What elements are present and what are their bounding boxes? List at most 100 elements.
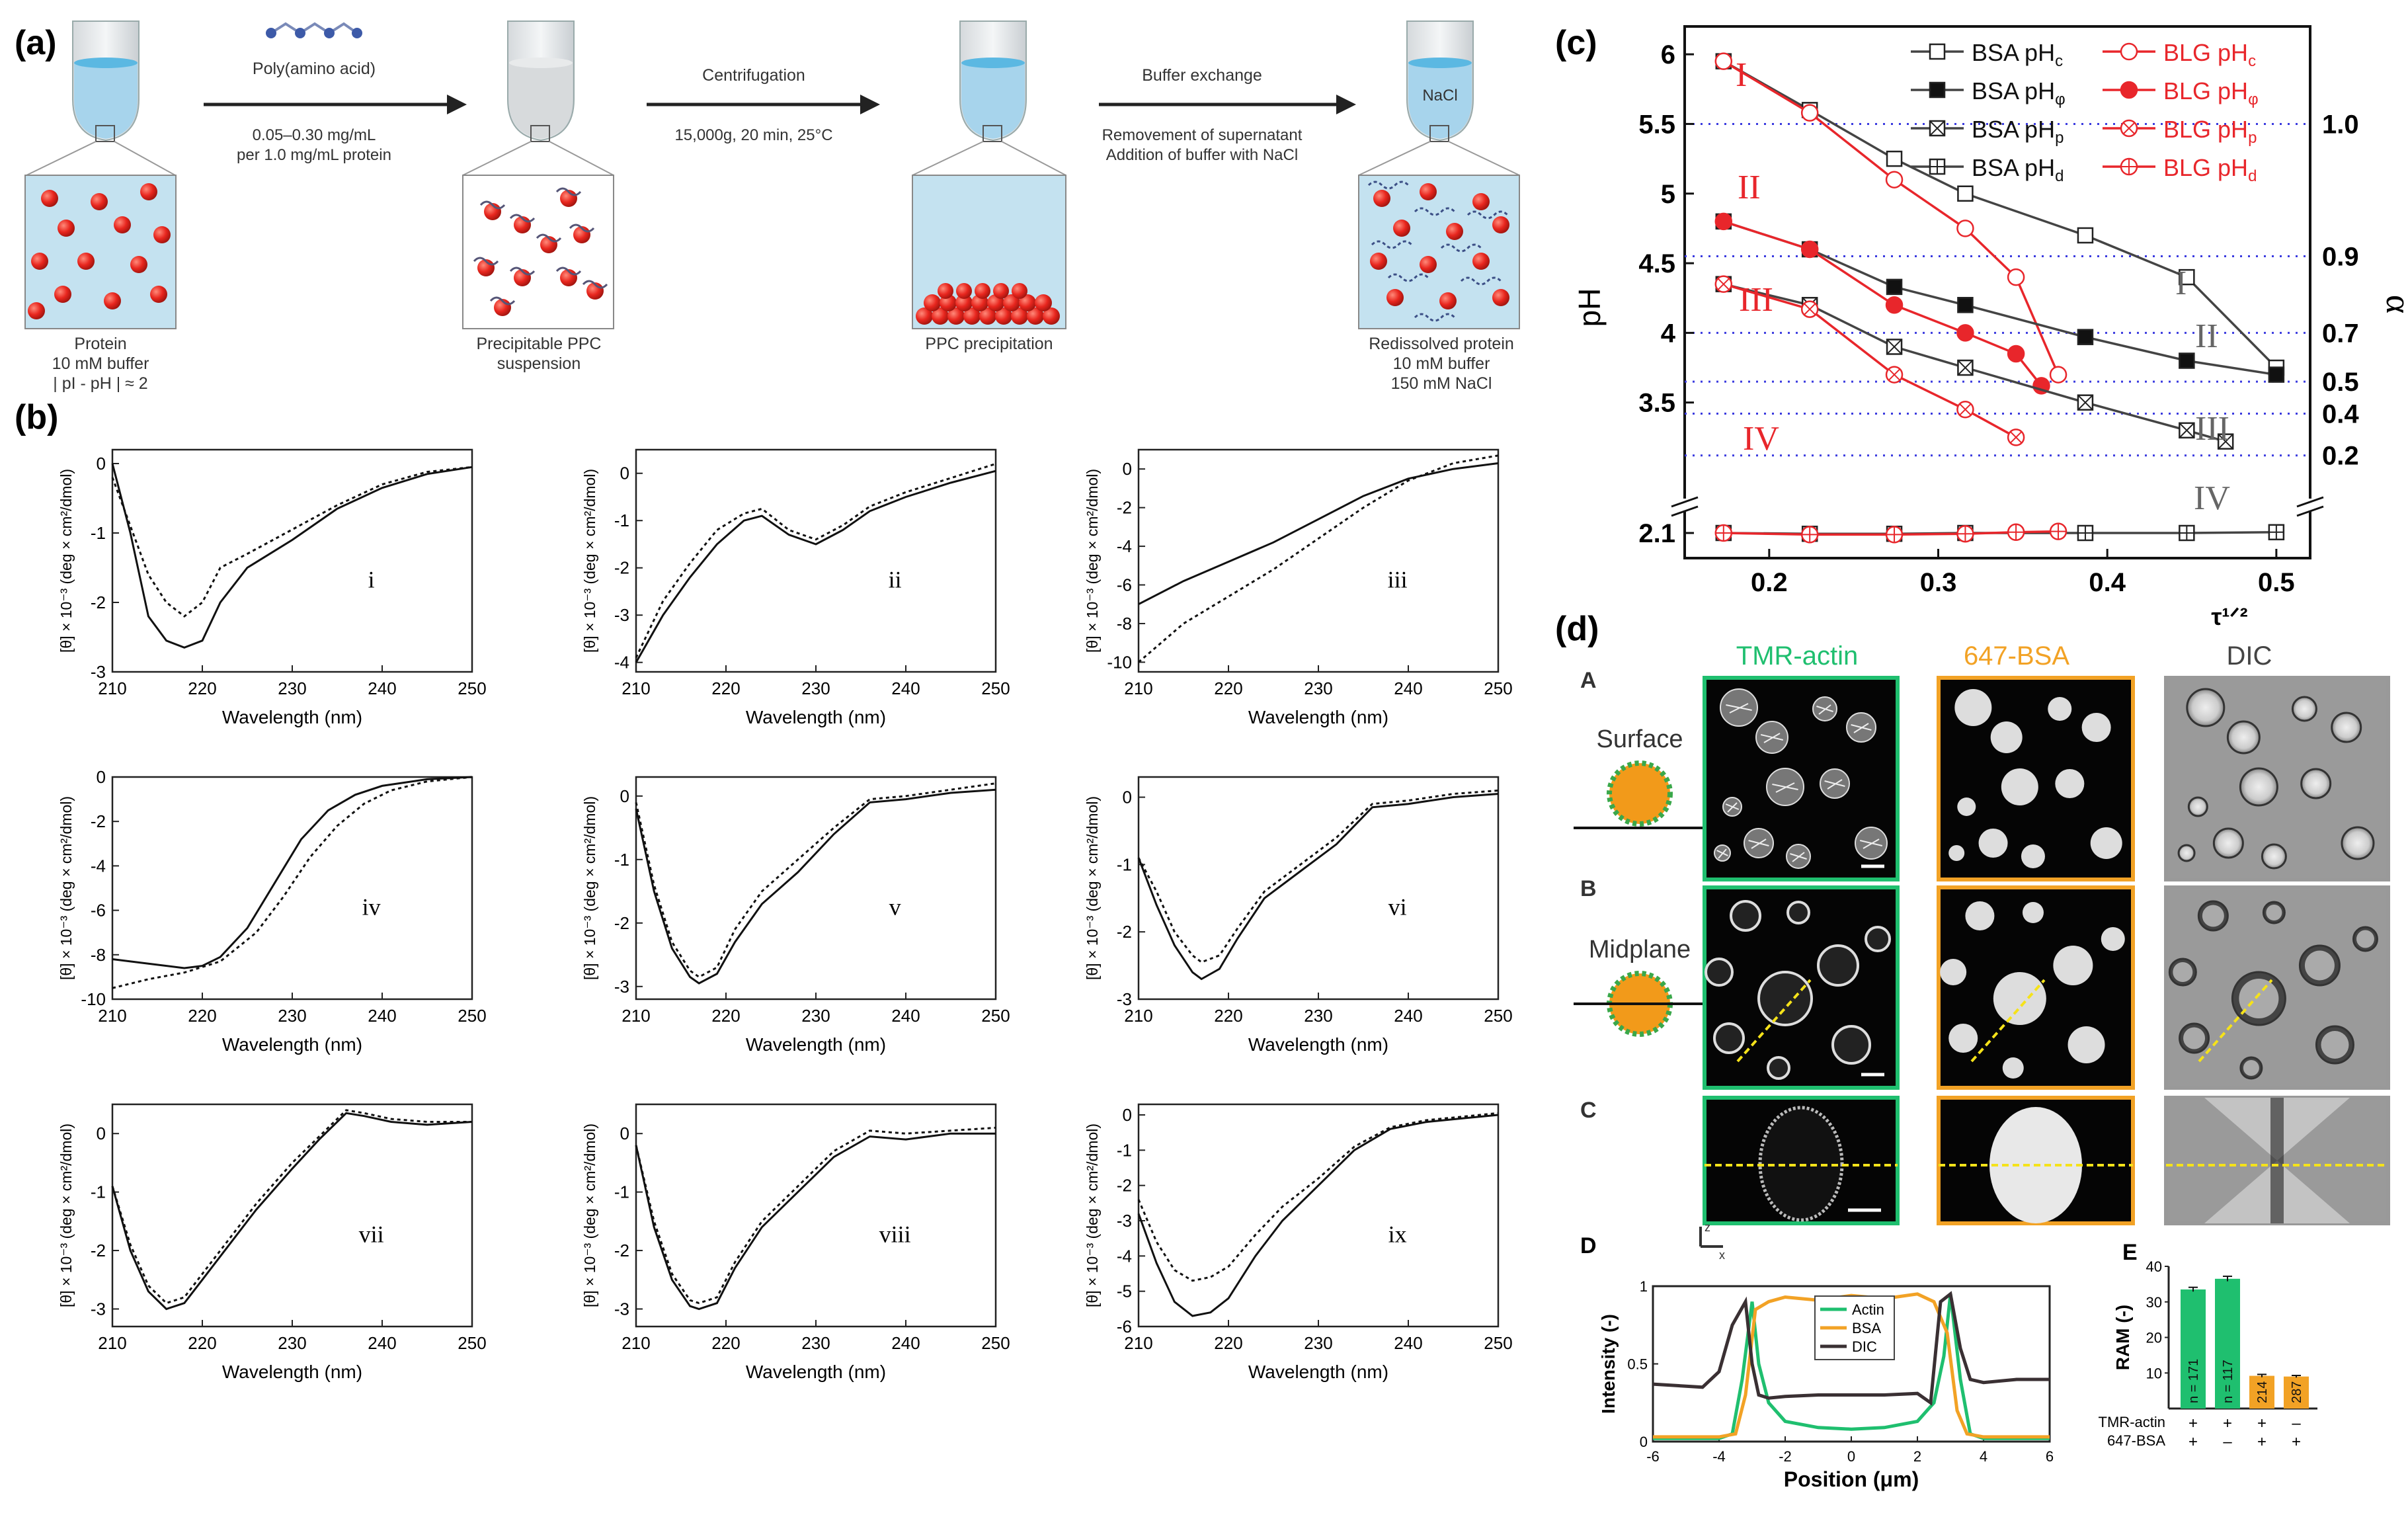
ppc-complexes xyxy=(473,187,608,316)
protein-ball xyxy=(975,283,990,299)
protein-ball xyxy=(58,220,75,237)
marker-square xyxy=(2179,268,2195,286)
droplet xyxy=(2067,1026,2105,1063)
x-axis-label: Wavelength (nm) xyxy=(746,1034,886,1055)
x-tick-label: 240 xyxy=(891,1333,920,1353)
sign-bsa: – xyxy=(2223,1433,2232,1451)
x-tick-label: 230 xyxy=(278,1006,306,1026)
y-tick-label: -3 xyxy=(91,662,106,682)
droplet xyxy=(1817,944,1859,987)
x-tick-label: 220 xyxy=(188,1333,216,1353)
redissolved-protein xyxy=(1367,181,1509,322)
x-tick-label: 230 xyxy=(801,1006,830,1026)
marker-x xyxy=(1957,360,1974,376)
plot-roman-label: iii xyxy=(1388,566,1408,593)
droplet xyxy=(2177,844,2196,862)
droplet-texture xyxy=(1716,848,1728,859)
plot-frame xyxy=(1137,448,1500,673)
plot-frame xyxy=(1137,1103,1500,1328)
droplet-texture xyxy=(1760,733,1784,743)
subpanel-letter: D xyxy=(1580,1233,1597,1258)
sign-actin: + xyxy=(2223,1414,2232,1432)
legend-subscript: p xyxy=(2248,129,2257,147)
x-axis-label: Wavelength (nm) xyxy=(222,707,362,727)
y-tick-label: -3 xyxy=(1117,989,1132,1009)
protein-ball xyxy=(114,216,131,233)
tube-2 xyxy=(507,20,575,142)
caption-1-line-1: Protein xyxy=(74,335,126,353)
series-line xyxy=(1722,60,2060,376)
cd-plot-ii: 210 220 230 240 250 0 -1 -2 -3 -4 Wavelength (nm) [… xyxy=(581,448,1010,727)
microscopy-tile xyxy=(1703,676,1900,881)
y-tick-label: 2.1 xyxy=(1638,519,1675,548)
x-tick-label: 210 xyxy=(98,1333,126,1353)
x-tick-label: 220 xyxy=(1214,1333,1242,1353)
series-dic xyxy=(1652,1291,2050,1406)
region-label-red: III xyxy=(1739,281,1773,319)
alpha-tick-label: 0.4 xyxy=(2322,400,2359,429)
droplet-center xyxy=(2266,905,2282,920)
legend-label: BLG pHd xyxy=(2163,154,2257,185)
droplet-texture xyxy=(1859,838,1883,849)
panel-label-c: (c) xyxy=(1555,24,1597,62)
y-tick-label: 0 xyxy=(97,454,106,473)
protein-ball xyxy=(963,307,981,325)
nacl-label: NaCl xyxy=(1422,87,1457,104)
x-axis-label: Position (μm) xyxy=(1784,1467,1919,1491)
caption-3-line-1: PPC precipitation xyxy=(925,335,1053,353)
droplet xyxy=(2002,1057,2024,1079)
x-tick-label: 230 xyxy=(1304,678,1332,698)
x-axis-label: Wavelength (nm) xyxy=(222,1362,362,1382)
y-tick-label: 6 xyxy=(1661,40,1675,69)
col-header-tmr-actin: TMR-actin xyxy=(1736,641,1858,671)
droplet xyxy=(2239,767,2278,807)
line-profile xyxy=(1736,979,1812,1063)
microscopy-tile xyxy=(1703,1096,1900,1225)
y-tick-label: -1 xyxy=(91,523,106,543)
droplet-center xyxy=(2356,930,2374,948)
droplet xyxy=(1954,689,1992,726)
region-label-gray: IV xyxy=(2194,479,2230,517)
marker-plus xyxy=(1930,159,1945,174)
marker-plus xyxy=(1958,526,1973,542)
droplet-texture xyxy=(1725,802,1740,813)
region-label-red: I xyxy=(1736,56,1747,94)
x-tick-label: 0 xyxy=(1847,1448,1855,1465)
marker-x xyxy=(1886,339,1902,355)
caption-4-line-2: 10 mM buffer xyxy=(1393,354,1490,373)
marker-square xyxy=(1929,43,1946,60)
y-tick-label: -4 xyxy=(91,856,106,876)
droplet xyxy=(2048,697,2072,721)
droplet-texture xyxy=(1726,703,1752,714)
x-tick-label: -6 xyxy=(1646,1448,1660,1465)
svg-text:z: z xyxy=(1705,1221,1710,1234)
droplet xyxy=(2186,688,2226,727)
x-tick-label: 250 xyxy=(981,1333,1010,1353)
marker-square xyxy=(1929,81,1946,99)
caption-1-line-2: 10 mM buffer xyxy=(52,354,149,373)
axis-break-right-marks xyxy=(2296,496,2324,517)
axis-break-left-marks xyxy=(1671,496,1699,517)
protein-ball xyxy=(54,286,71,303)
x-tick-label: 210 xyxy=(1124,1006,1152,1026)
sign-bsa: + xyxy=(2292,1433,2301,1451)
legend-base: BLG pH xyxy=(2163,39,2248,66)
legend-base: BLG pH xyxy=(2163,77,2248,104)
subpanel-letter: E xyxy=(2122,1240,2138,1265)
droplet xyxy=(2261,843,2287,870)
sign-actin: – xyxy=(2292,1414,2301,1432)
series-dotted xyxy=(635,462,996,659)
x-tick-label: 250 xyxy=(458,678,486,698)
x-tick-label: 6 xyxy=(2046,1448,2054,1465)
microscopy-tile xyxy=(2164,1096,2390,1225)
y-tick-label: -1 xyxy=(91,1182,106,1202)
x-tick-label: 220 xyxy=(1214,678,1242,698)
y-tick-label: -4 xyxy=(1117,536,1132,556)
marker-square xyxy=(2077,227,2094,244)
x-tick-label: 240 xyxy=(368,1006,396,1026)
legend-label: BSA pHφ xyxy=(1972,77,2066,108)
legend-subscript: c xyxy=(2248,52,2256,70)
series-BLG-pHc xyxy=(1714,52,2067,384)
